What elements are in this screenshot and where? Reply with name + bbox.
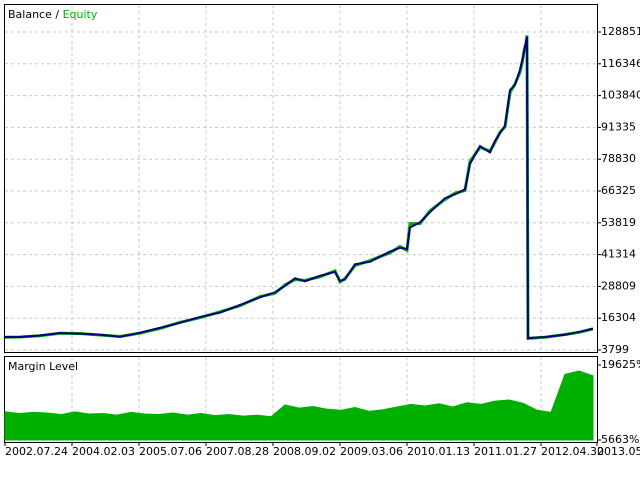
y-tick-label: 103840 <box>601 89 640 102</box>
legend-balance: Balance <box>8 8 52 21</box>
series-line <box>4 35 594 341</box>
x-tick-label: 2002.07.24 <box>5 445 68 458</box>
legend-equity: Equity <box>63 8 98 21</box>
y-tick-label: 66325 <box>601 184 636 197</box>
y-tick-label: 91335 <box>601 120 636 133</box>
x-tick-label: 2008.09.02 <box>273 445 336 458</box>
x-tick-label: 2010.01.13 <box>407 445 470 458</box>
bottom-panel <box>4 356 598 443</box>
x-tick-label: 2007.08.28 <box>206 445 269 458</box>
legend: Balance / Equity <box>8 8 98 21</box>
y-tick-label: 3799 <box>601 343 629 356</box>
x-tick-label: 2013.05.1 <box>597 445 640 458</box>
margin-area <box>4 370 594 441</box>
y-tick-label: 128851 <box>601 25 640 38</box>
top-panel <box>4 4 598 353</box>
legend-separator: / <box>52 8 63 21</box>
x-tick-label: 2012.04.30 <box>541 445 604 458</box>
x-tick-label: 2004.02.03 <box>72 445 135 458</box>
y-tick-label: 16304 <box>601 311 636 324</box>
y-tick-label: 116346 <box>601 57 640 70</box>
y-tick-label: 41314 <box>601 248 636 261</box>
y-tick-label: 28809 <box>601 279 636 292</box>
x-tick-label: 2009.03.06 <box>340 445 403 458</box>
x-tick-label: 2011.01.27 <box>474 445 537 458</box>
x-tick-label: 2005.07.06 <box>139 445 202 458</box>
series-line <box>5 36 594 340</box>
y-tick-label: 53819 <box>601 216 636 229</box>
margin-title: Margin Level <box>8 360 78 373</box>
y-tick-label: 19625% <box>601 358 640 371</box>
y-tick-label: 78830 <box>601 152 636 165</box>
y-tick-label: 5663% <box>601 433 639 446</box>
